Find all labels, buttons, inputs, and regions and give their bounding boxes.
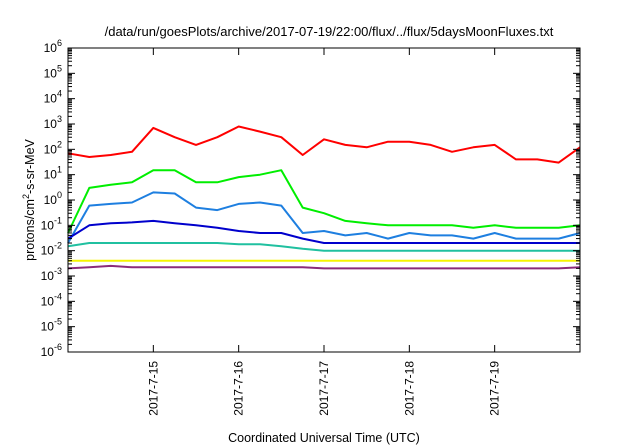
series-line-2 <box>67 191 581 244</box>
y-tick-label: 103 <box>44 114 62 131</box>
series-line-3 <box>67 219 580 244</box>
y-tick-label: 102 <box>44 139 62 156</box>
y-axis-label-main: protons/cm <box>23 199 37 261</box>
series-line-6 <box>67 264 581 270</box>
plot-frame <box>67 47 581 353</box>
x-tick-label: 2017-7-17 <box>317 361 331 416</box>
y-axis-label-superscript: 2 <box>21 194 31 199</box>
y-tick-label: 10-3 <box>41 266 62 283</box>
y-tick-label: 106 <box>44 38 62 55</box>
x-axis: 2017-7-15 2017-7-16 2017-7-17 2017-7-18 2017… <box>146 48 502 416</box>
y-axis-label-units: -s-sr-MeV <box>23 138 37 194</box>
series-line-0 <box>67 125 581 164</box>
series-line-1 <box>67 169 581 234</box>
series-line-4 <box>67 242 580 252</box>
y-tick-label: 10-2 <box>41 241 62 258</box>
y-tick-label: 100 <box>44 190 62 207</box>
x-tick-label: 2017-7-19 <box>488 361 502 416</box>
x-tick-label: 2017-7-18 <box>402 361 416 416</box>
y-tick-label: 10-6 <box>41 342 62 359</box>
y-axis: 10-6 10-5 10-4 10-3 10-2 10-1 100 101 102 103 104 1… <box>41 38 580 359</box>
y-tick-label: 104 <box>44 89 62 106</box>
y-tick-label: 101 <box>44 165 62 182</box>
y-tick-label: 10-5 <box>41 317 62 334</box>
y-tick-label: 10-4 <box>41 291 62 308</box>
plot-lines <box>67 125 581 270</box>
x-tick-label: 2017-7-16 <box>232 361 246 416</box>
x-tick-label: 2017-7-15 <box>146 361 160 416</box>
chart-title: /data/run/goesPlots/archive/2017-07-19/2… <box>105 24 554 39</box>
x-axis-label: Coordinated Universal Time (UTC) <box>228 431 420 445</box>
y-tick-label: 105 <box>44 63 62 80</box>
y-axis-label: protons/cm2-s-sr-MeV <box>21 138 37 260</box>
y-tick-label: 10-1 <box>41 215 62 232</box>
